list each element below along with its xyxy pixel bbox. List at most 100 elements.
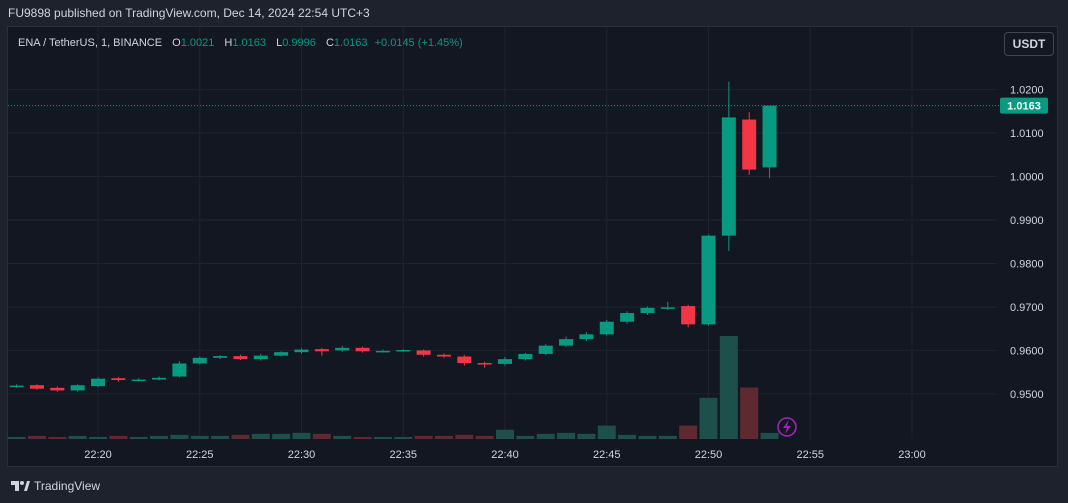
candle[interactable]: [152, 376, 167, 381]
candle[interactable]: [111, 376, 126, 382]
candle-body: [355, 347, 370, 352]
x-tick-label: 22:40: [491, 449, 519, 461]
volume-bar: [516, 435, 535, 439]
y-tick-label: 1.0100: [1010, 128, 1044, 140]
volume-bar: [292, 432, 311, 439]
candle[interactable]: [50, 386, 65, 392]
currency-button[interactable]: USDT: [1004, 32, 1054, 56]
symbol-label[interactable]: ENA / TetherUS, 1, BINANCE: [18, 37, 163, 49]
volume-bar: [638, 435, 657, 439]
candle[interactable]: [131, 378, 146, 382]
candle[interactable]: [579, 332, 594, 341]
x-tick-label: 22:45: [593, 449, 621, 461]
volume-bar: [434, 435, 453, 439]
volume-bar: [353, 436, 372, 439]
candle-body: [294, 349, 309, 353]
tradingview-logo-icon: [11, 481, 30, 491]
candle[interactable]: [70, 384, 85, 392]
volume-bar: [394, 436, 413, 439]
candle[interactable]: [294, 348, 309, 354]
volume-bar: [455, 434, 474, 439]
x-tick-label: 22:20: [84, 449, 112, 461]
candle-body: [762, 105, 777, 168]
candle-body: [396, 350, 411, 352]
candle[interactable]: [233, 354, 248, 360]
candle[interactable]: [436, 353, 451, 358]
candle[interactable]: [701, 234, 716, 326]
candle[interactable]: [416, 349, 431, 357]
candle[interactable]: [538, 344, 553, 356]
candle[interactable]: [396, 349, 411, 352]
candle[interactable]: [253, 353, 268, 361]
candle[interactable]: [721, 81, 736, 251]
open-value: 1.0021: [180, 37, 215, 49]
candle[interactable]: [681, 304, 696, 328]
candle[interactable]: [29, 384, 44, 390]
volume-bar: [760, 432, 779, 439]
open-label: O: [172, 37, 181, 49]
time-axis: 22:20 22:25 22:30 22:35 22:40 22:45 22:50 22:55…: [84, 449, 926, 461]
volume-bar: [109, 435, 128, 439]
candle[interactable]: [91, 377, 105, 387]
y-tick-label: 1.0000: [1010, 172, 1044, 184]
candle[interactable]: [762, 105, 777, 179]
candle[interactable]: [375, 349, 390, 353]
volume-bar: [211, 435, 230, 439]
x-tick-label: 22:25: [186, 449, 214, 461]
candle-body: [375, 350, 390, 353]
candle-body: [498, 359, 512, 364]
candle-body: [477, 363, 492, 365]
candle[interactable]: [518, 353, 533, 361]
candle-body: [579, 334, 594, 340]
candle[interactable]: [213, 355, 228, 360]
candle[interactable]: [559, 336, 574, 347]
y-tick-label: 0.9800: [1010, 258, 1044, 270]
volume-bar: [48, 436, 67, 439]
volume-bar: [658, 435, 677, 439]
x-tick-label: 22:55: [796, 449, 824, 461]
y-tick-label: 1.0200: [1010, 85, 1044, 97]
candle[interactable]: [274, 351, 289, 357]
candle-body: [29, 385, 44, 389]
candle[interactable]: [355, 346, 370, 353]
volume-bar: [190, 435, 209, 439]
candle-body: [314, 349, 329, 352]
candle[interactable]: [172, 361, 187, 378]
candle[interactable]: [335, 346, 350, 352]
candle[interactable]: [457, 354, 472, 366]
low-value: 0.9996: [282, 37, 316, 49]
volume-bar: [719, 336, 738, 439]
candle[interactable]: [640, 306, 655, 315]
y-tick-label: 0.9700: [1010, 302, 1044, 314]
candle[interactable]: [314, 347, 329, 356]
candle-body: [416, 350, 431, 355]
candle[interactable]: [477, 361, 492, 368]
volume-bar: [150, 435, 169, 439]
candle[interactable]: [599, 320, 614, 336]
candle-body: [538, 345, 553, 354]
candle[interactable]: [192, 356, 207, 365]
volume-bar: [557, 432, 576, 439]
candle-body: [660, 307, 675, 309]
candle[interactable]: [498, 356, 512, 366]
volume-bar: [699, 397, 718, 439]
close-label: C: [325, 37, 334, 49]
candle[interactable]: [660, 301, 675, 310]
lightning-icon[interactable]: [777, 417, 797, 437]
candle[interactable]: [742, 112, 757, 175]
volume-bar: [7, 436, 26, 439]
close-value: 1.0163: [333, 37, 368, 49]
candle-body: [640, 307, 655, 314]
last-price-label: 1.0163: [1007, 101, 1041, 113]
candle-body: [192, 357, 207, 364]
candle[interactable]: [620, 311, 635, 324]
candle-body: [9, 385, 24, 388]
change-value: +0.0145 (+1.45%): [374, 37, 463, 49]
volume-bars: [7, 336, 779, 439]
high-value: 1.0163: [232, 37, 267, 49]
candle-body: [172, 363, 187, 377]
candle[interactable]: [9, 384, 24, 388]
footer-brand[interactable]: TradingView: [34, 479, 101, 493]
volume-bar: [272, 433, 291, 439]
